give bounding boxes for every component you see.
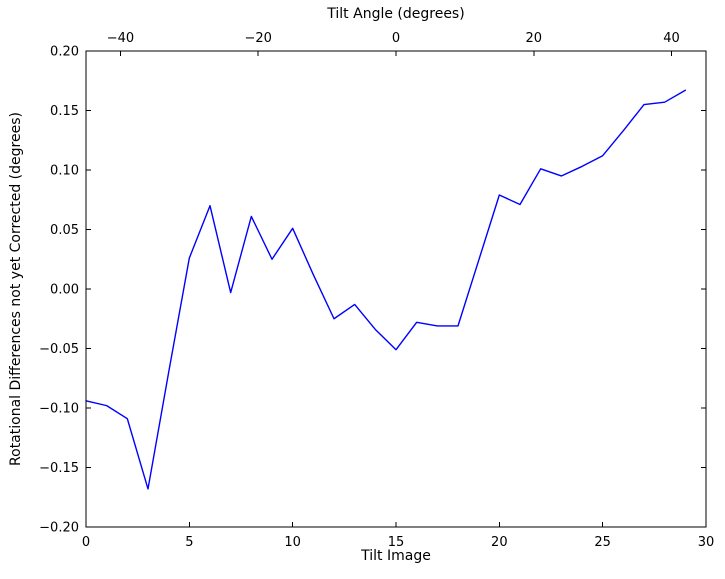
y-tick-label: 0.15: [50, 104, 79, 119]
top-tick-label: 20: [526, 31, 543, 46]
x-axis-label: Tilt Image: [361, 548, 431, 564]
data-line-rotational-differences: [85, 89, 687, 490]
x-tick-label: 5: [185, 535, 193, 550]
top-tick-label: 0: [392, 31, 400, 46]
x-tick-label: 20: [491, 535, 508, 550]
x-tick-label: 10: [284, 535, 301, 550]
plot-border: [85, 50, 707, 528]
y-tick-label: −0.20: [39, 521, 79, 536]
y-tick-label: −0.05: [39, 342, 79, 357]
x-tick-label: 30: [698, 535, 715, 550]
y-tick-label: 0.20: [50, 45, 79, 60]
y-tick-label: 0.10: [50, 164, 79, 179]
y-tick-label: 0.05: [50, 223, 79, 238]
x-tick-label: 0: [82, 535, 90, 550]
top-tick-label: −20: [245, 31, 272, 46]
top-tick-label: 40: [663, 31, 680, 46]
x-tick-label: 25: [594, 535, 611, 550]
x-tick-label: 15: [388, 535, 405, 550]
y-tick-label: 0.00: [50, 283, 79, 298]
y-tick-label: −0.10: [39, 402, 79, 417]
top-tick-label: −40: [107, 31, 134, 46]
top-axis-label: Tilt Angle (degrees): [327, 6, 465, 22]
y-tick-label: −0.15: [39, 461, 79, 476]
